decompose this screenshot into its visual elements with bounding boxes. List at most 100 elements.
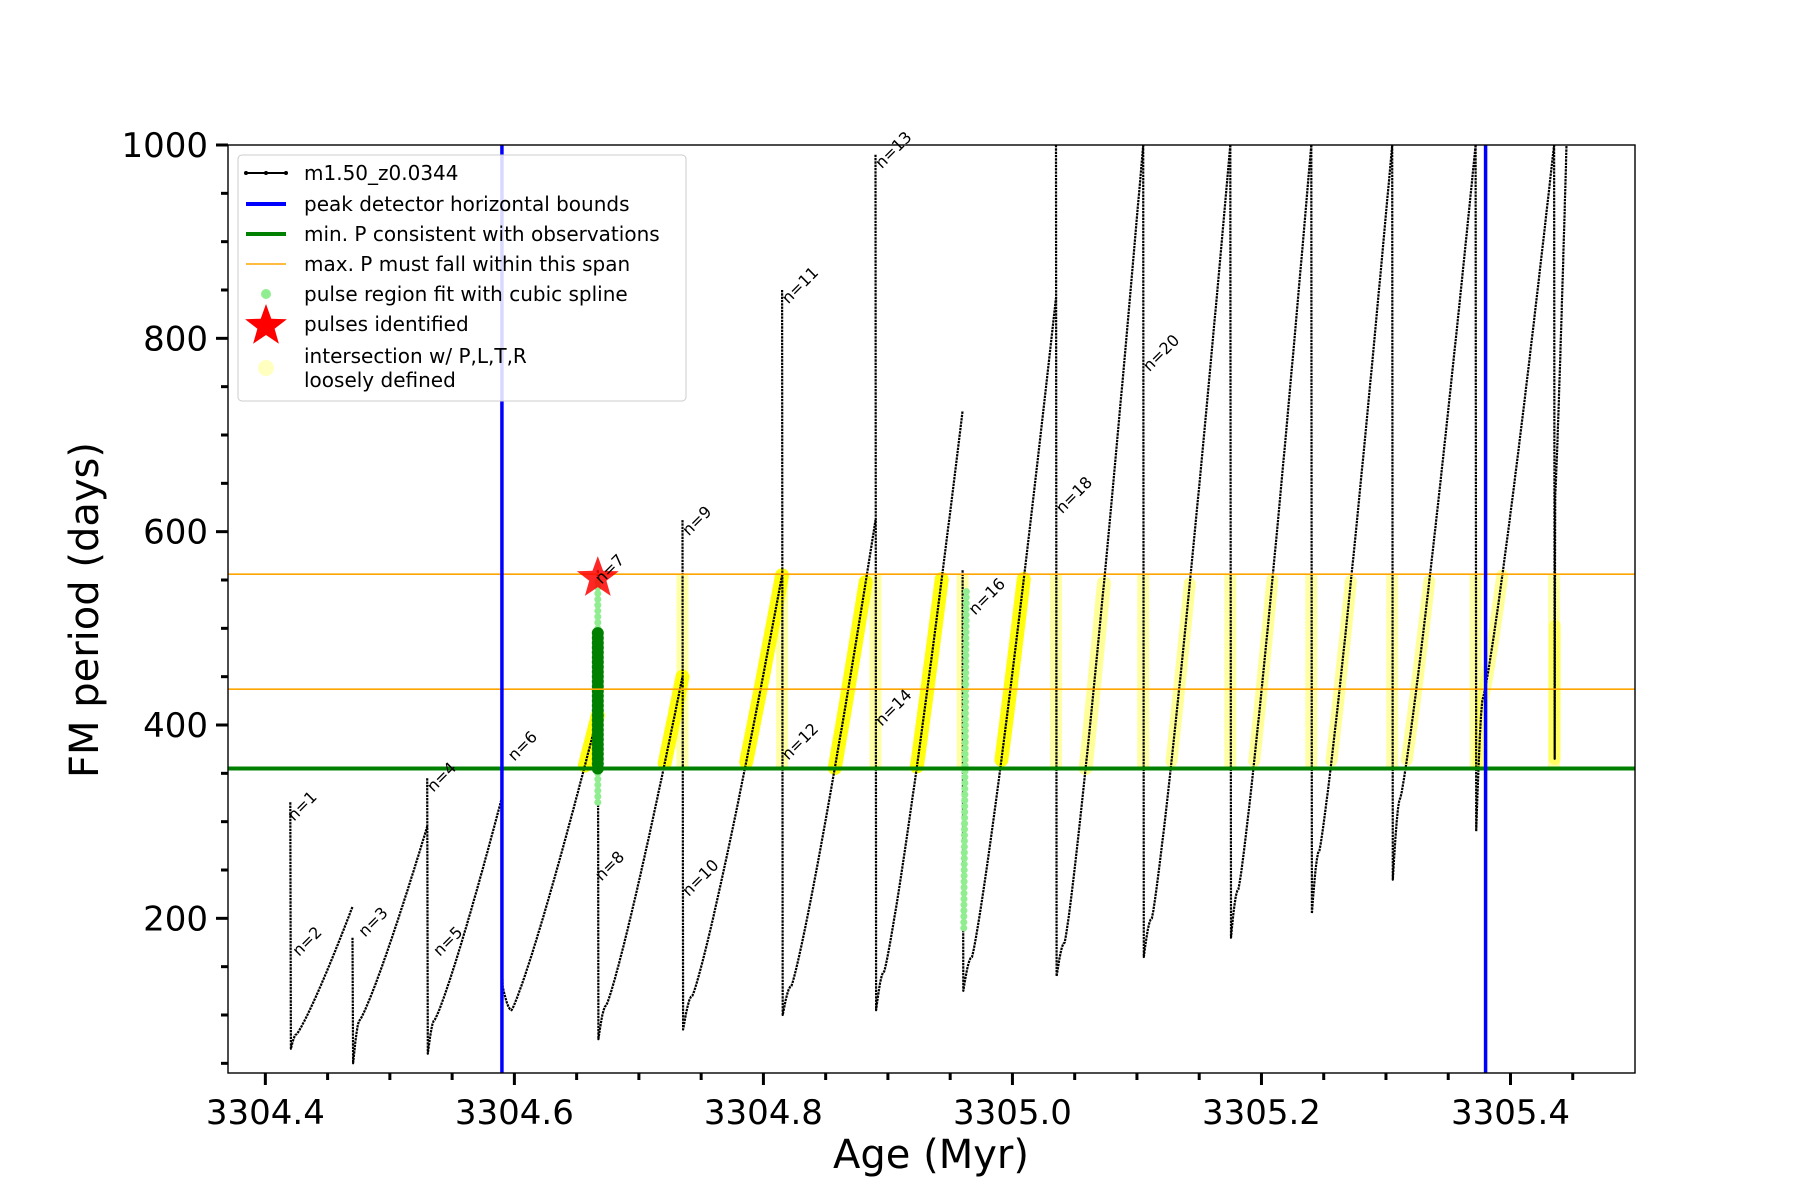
spline-point-2 xyxy=(962,628,970,636)
spline-point-1 xyxy=(594,590,602,598)
spline-point-2 xyxy=(960,918,968,926)
black-series-pulse-1 xyxy=(289,802,354,1050)
spline-point-1 xyxy=(594,798,602,806)
legend-handle-dot xyxy=(244,171,248,175)
pulse-number-label: n=4 xyxy=(423,758,460,795)
spline-point-2 xyxy=(962,680,970,688)
spline-point-2 xyxy=(962,617,970,625)
spline-point-2 xyxy=(961,791,969,799)
spline-point-1 xyxy=(594,793,602,801)
spline-point-1 xyxy=(594,781,602,789)
pulse-number-label: n=20 xyxy=(1139,331,1183,375)
pulse-number-label: n=9 xyxy=(678,502,715,539)
pulse-number-label: n=1 xyxy=(283,787,320,824)
pulse-number-label: n=18 xyxy=(1052,473,1096,517)
axes: 3304.4 3304.6 3304.8 3305.0 3305.2 3305.4 200 4… xyxy=(121,126,1575,1133)
spline-point-2 xyxy=(960,860,968,868)
y-tick-label: 1000 xyxy=(121,126,208,166)
black-series-pulse-4 xyxy=(500,715,599,1012)
spline-point-2 xyxy=(960,924,968,932)
y-tick-label: 800 xyxy=(143,319,208,359)
spline-point-2 xyxy=(962,605,970,613)
spline-point-2 xyxy=(962,593,970,601)
spline-point-2 xyxy=(962,640,970,648)
spline-point-2 xyxy=(960,912,968,920)
spline-point-2 xyxy=(961,796,969,804)
spline-point-2 xyxy=(962,599,970,607)
black-series-pulse-8 xyxy=(874,154,964,1012)
x-tick-label: 3305.4 xyxy=(1451,1093,1570,1133)
legend-label: m1.50_z0.0344 xyxy=(304,161,459,185)
spline-point-2 xyxy=(961,727,969,735)
black-series-pulse-2 xyxy=(351,826,429,1065)
y-tick-label: 400 xyxy=(143,706,208,746)
spline-point-2 xyxy=(962,651,970,659)
legend-handle-star xyxy=(245,304,287,344)
spline-point-1 xyxy=(594,619,602,627)
legend-label: peak detector horizontal bounds xyxy=(304,192,630,216)
spline-point-2 xyxy=(961,814,969,822)
legend-handle-dot xyxy=(284,171,288,175)
spline-point-2 xyxy=(962,634,970,642)
spline-point-2 xyxy=(960,883,968,891)
black-series-pulse-10 xyxy=(1054,145,1145,978)
pulse-number-label: n=3 xyxy=(354,903,391,940)
black-series-pulse-12 xyxy=(1229,145,1313,939)
spline-point-1 xyxy=(594,595,602,603)
spline-point-2 xyxy=(960,901,968,909)
x-tick-label: 3304.4 xyxy=(206,1093,325,1133)
spline-point-2 xyxy=(960,895,968,903)
spline-point-2 xyxy=(960,878,968,886)
yellow-intersection-band-8 xyxy=(909,572,949,774)
black-series-pulse-11 xyxy=(1142,145,1232,959)
spline-point-2 xyxy=(961,825,969,833)
y-tick-label: 600 xyxy=(143,513,208,553)
legend-label: pulse region fit with cubic spline xyxy=(304,282,628,306)
spline-point-2 xyxy=(961,704,969,712)
black-series-pulse-16 xyxy=(1552,145,1568,760)
spline-point-2 xyxy=(962,669,970,677)
spline-point-2 xyxy=(962,646,970,654)
legend-handle-spline xyxy=(261,289,271,299)
spline-point-2 xyxy=(962,692,970,700)
spline-point-2 xyxy=(962,663,970,671)
black-series-pulse-6 xyxy=(681,520,784,1031)
spline-point-2 xyxy=(961,773,969,781)
pulse-number-label: n=10 xyxy=(678,855,722,899)
spline-point-2 xyxy=(962,588,970,596)
green-pulse-point-1 xyxy=(591,627,604,640)
pulse-number-label: n=5 xyxy=(429,923,466,960)
spline-point-2 xyxy=(961,785,969,793)
y-axis-label: FM period (days) xyxy=(62,442,108,778)
x-tick-label: 3305.2 xyxy=(1202,1093,1321,1133)
spline-point-2 xyxy=(961,779,969,787)
spline-point-2 xyxy=(960,907,968,915)
spline-point-1 xyxy=(594,607,602,615)
pulse-number-label: n=16 xyxy=(964,574,1008,618)
spline-point-2 xyxy=(960,889,968,897)
black-series-pulse-13 xyxy=(1310,145,1394,915)
plot-frame xyxy=(227,144,1636,1074)
spline-point-2 xyxy=(962,657,970,665)
legend-label: min. P consistent with observations xyxy=(304,222,660,246)
spline-point-2 xyxy=(961,733,969,741)
spline-point-2 xyxy=(961,744,969,752)
spline-point-2 xyxy=(961,820,969,828)
plot-area xyxy=(228,145,1635,1073)
spline-point-2 xyxy=(962,622,970,630)
pulse-number-label: n=2 xyxy=(288,923,325,960)
spline-point-2 xyxy=(960,843,968,851)
legend-label: pulses identified xyxy=(304,312,469,336)
spline-point-2 xyxy=(962,675,970,683)
pulse-number-label: n=13 xyxy=(871,128,915,172)
spline-point-2 xyxy=(960,849,968,857)
spline-point-2 xyxy=(960,831,968,839)
spline-point-1 xyxy=(594,787,602,795)
x-tick-label: 3304.8 xyxy=(704,1093,823,1133)
x-axis-label: Age (Myr) xyxy=(833,1132,1029,1178)
legend-box xyxy=(237,154,687,402)
spline-point-2 xyxy=(961,756,969,764)
spline-point-2 xyxy=(961,750,969,758)
